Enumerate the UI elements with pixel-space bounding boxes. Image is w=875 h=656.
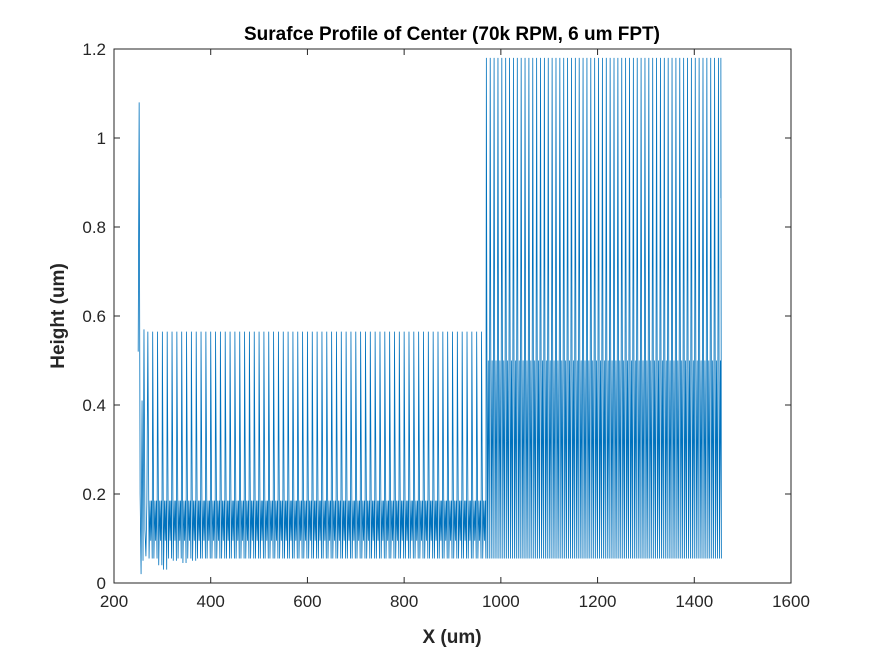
y-tick-label: 1.2 — [82, 40, 106, 59]
x-tick-label: 1600 — [772, 592, 810, 611]
series-layer — [137, 57, 722, 575]
y-tick-label: 0 — [97, 574, 106, 593]
x-tick-label: 1000 — [482, 592, 520, 611]
x-tick-label: 600 — [293, 592, 321, 611]
series-line-surface-profile — [137, 57, 722, 575]
x-tick-label: 1200 — [579, 592, 617, 611]
axes-layer: 200 400 600 800 1000 1200 1400 1600 0 0.2 0.4 0.6 0.… — [82, 40, 810, 611]
x-axis-label: X (um) — [422, 627, 481, 648]
x-tick-label: 400 — [197, 592, 225, 611]
x-tick-label: 800 — [390, 592, 418, 611]
x-tick-label: 200 — [100, 592, 128, 611]
y-tick-label: 0.2 — [82, 485, 106, 504]
x-tick-label: 1400 — [675, 592, 713, 611]
y-axis-label: Height (um) — [48, 263, 69, 369]
y-tick-label: 1 — [97, 129, 106, 148]
chart-title: Surafce Profile of Center (70k RPM, 6 um… — [244, 24, 660, 45]
y-tick-label: 0.6 — [82, 307, 106, 326]
y-tick-label: 0.4 — [82, 396, 106, 415]
y-tick-label: 0.8 — [82, 218, 106, 237]
